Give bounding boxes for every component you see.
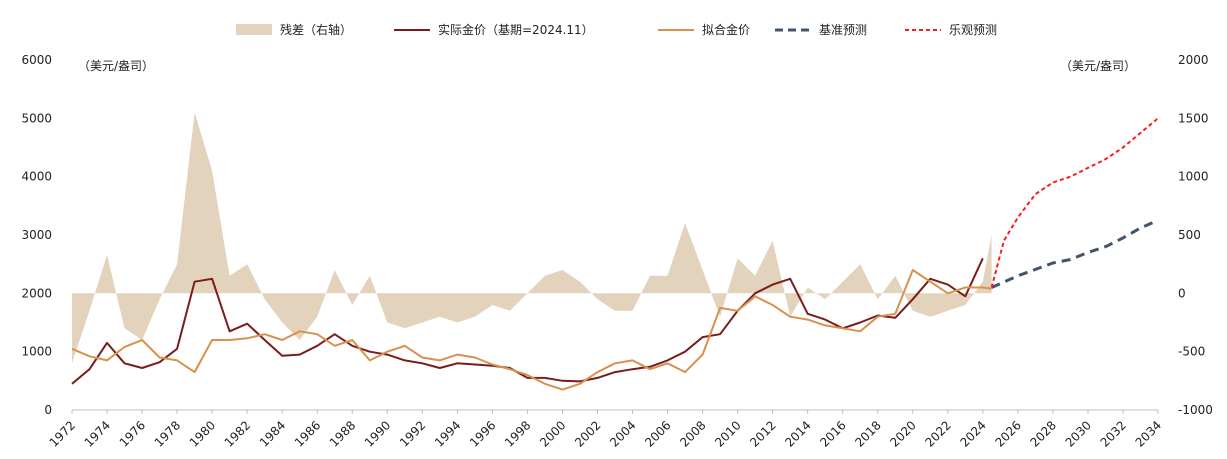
x-tick-label: 2024 (957, 418, 988, 449)
legend-label-baseline: 基准预测 (819, 23, 867, 37)
x-tick-label: 1978 (152, 418, 183, 449)
left-tick-label: 3000 (21, 228, 52, 242)
x-tick-label: 2032 (1098, 418, 1129, 449)
right-tick-label: 1000 (1178, 170, 1209, 184)
x-tick-label: 2018 (852, 418, 883, 449)
x-tick-label: 2034 (1133, 418, 1164, 449)
x-tick-label: 2000 (537, 418, 568, 449)
legend-label-fitted: 拟合金价 (702, 22, 750, 37)
x-tick-label: 1986 (292, 418, 323, 449)
x-tick-label: 2010 (712, 418, 743, 449)
x-tick-label: 1972 (47, 418, 78, 449)
left-tick-label: 6000 (21, 53, 52, 67)
x-tick-label: 1976 (117, 418, 148, 449)
x-tick-label: 2030 (1063, 418, 1094, 449)
x-tick-label: 2022 (922, 418, 953, 449)
x-tick-label: 1996 (467, 418, 498, 449)
x-tick-label: 1994 (432, 418, 463, 449)
left-tick-label: 4000 (21, 170, 52, 184)
left-tick-label: 1000 (21, 345, 52, 359)
fitted-line (71, 269, 992, 391)
x-tick-label: 1982 (222, 418, 253, 449)
legend-label-residual: 残差（右轴） (280, 22, 352, 37)
x-tick-label: 1974 (82, 418, 113, 449)
optimistic-line (990, 117, 1159, 288)
x-tick-label: 1988 (327, 418, 358, 449)
right-tick-label: -1000 (1178, 403, 1213, 417)
left-tick-label: 2000 (21, 286, 52, 300)
x-tick-label: 2004 (607, 418, 638, 449)
x-tick-label: 2006 (642, 418, 673, 449)
x-tick-label: 1992 (397, 418, 428, 449)
x-tick-label: 1980 (187, 418, 218, 449)
legend-swatch-residual (236, 24, 272, 35)
right-tick-label: -500 (1178, 345, 1205, 359)
x-tick-label: 2016 (817, 418, 848, 449)
left-axis-ticks: 0 1000 2000 3000 4000 5000 6000 (21, 53, 52, 417)
x-tick-label: 1990 (362, 418, 393, 449)
legend-label-actual: 实际金价（基期=2024.11） (438, 22, 594, 37)
legend: 残差（右轴） 实际金价（基期=2024.11） 拟合金价 基准预测 乐观预测 (236, 22, 997, 37)
x-tick-label: 2028 (1028, 418, 1059, 449)
x-tick-label: 2026 (992, 418, 1023, 449)
legend-label-optimistic: 乐观预测 (949, 23, 997, 37)
right-tick-label: 1500 (1178, 111, 1209, 125)
x-tick-label: 1984 (257, 418, 288, 449)
right-tick-label: 500 (1178, 228, 1201, 242)
left-tick-label: 0 (44, 403, 52, 417)
right-axis-unit-label: （美元/盎司） (1060, 59, 1136, 73)
x-axis-ticks: 1972 1974 1976 1978 1980 1982 1984 1986 1988 1990… (47, 410, 1164, 450)
actual-line (71, 257, 984, 385)
x-tick-label: 2014 (782, 418, 813, 449)
baseline-line (990, 219, 1159, 289)
right-axis-ticks: -1000 -500 0 500 1000 1500 2000 (1178, 53, 1213, 417)
right-tick-label: 0 (1178, 286, 1186, 300)
x-tick-label: 2008 (677, 418, 708, 449)
x-tick-label: 2002 (572, 418, 603, 449)
plot-area (71, 112, 1159, 411)
right-tick-label: 2000 (1178, 53, 1209, 67)
residual-area (72, 112, 992, 364)
left-tick-label: 5000 (21, 111, 52, 125)
x-tick-label: 2012 (747, 418, 778, 449)
x-tick-label: 2020 (887, 418, 918, 449)
left-axis-unit-label: （美元/盎司） (78, 59, 154, 73)
x-tick-label: 1998 (502, 418, 533, 449)
